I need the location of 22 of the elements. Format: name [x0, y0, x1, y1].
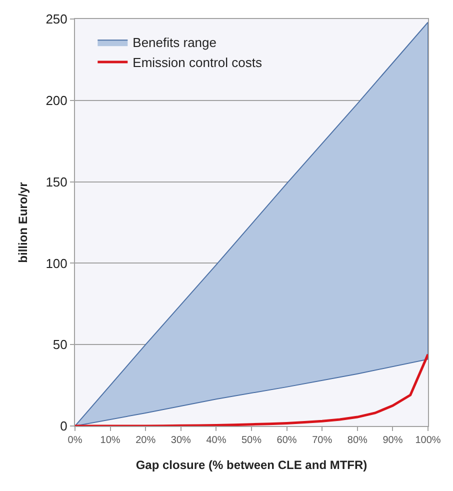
y-tick-label: 0 [60, 418, 68, 434]
x-tick-label: 10% [100, 435, 120, 446]
y-tick-label: 50 [52, 337, 68, 352]
line-series [75, 353, 428, 426]
x-tick-label: 70% [312, 435, 332, 446]
x-tick-label: 100% [415, 435, 441, 446]
x-tick-label: 90% [382, 435, 403, 446]
x-tick-label: 30% [170, 435, 192, 446]
legend-label: Benefits range [132, 35, 216, 50]
x-tick-label: 60% [276, 435, 297, 446]
x-tick-label: 80% [347, 435, 368, 446]
y-tick-label: 200 [46, 92, 68, 108]
x-tick-label: 40% [206, 435, 226, 446]
y-tick-label: 150 [46, 174, 68, 190]
x-tick-label: 0% [68, 435, 82, 446]
x-tick-label: 20% [136, 435, 156, 446]
y-tick-label: 100 [46, 256, 68, 271]
y-tick-label: 250 [46, 12, 68, 27]
legend-label: Emission control costs [132, 55, 262, 70]
y-axis-title: billion Euro/yr [16, 182, 30, 263]
x-tick-label: 50% [241, 435, 262, 446]
x-axis-title: Gap closure (% between CLE and MTFR) [136, 458, 368, 472]
